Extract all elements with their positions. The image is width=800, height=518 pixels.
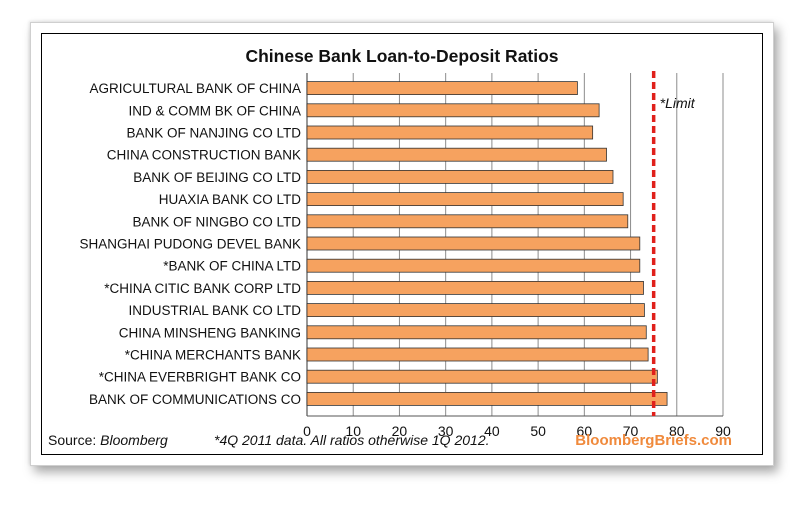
limit-reference: *Limit	[651, 71, 696, 416]
category-label: *CHINA MERCHANTS BANK	[125, 348, 301, 363]
x-tick-label: 10	[345, 423, 361, 439]
category-labels: AGRICULTURAL BANK OF CHINA IND & COMM BK …	[79, 81, 301, 407]
category-label: BANK OF NANJING CO LTD	[126, 126, 301, 141]
brand-logo-text: BloombergBriefs.com	[575, 432, 732, 449]
category-label: AGRICULTURAL BANK OF CHINA	[89, 81, 301, 96]
bar	[306, 258, 641, 273]
x-tick-label: 60	[577, 423, 593, 439]
bar	[306, 81, 578, 95]
bar	[306, 103, 600, 118]
bar	[306, 169, 614, 184]
x-tick-label: 20	[392, 423, 408, 439]
source-text: Source: Bloomberg	[48, 432, 168, 448]
category-label: *BANK OF CHINA LTD	[163, 259, 301, 274]
x-tick-label: 40	[484, 423, 500, 439]
limit-label: *Limit	[660, 95, 696, 111]
source-name: Bloomberg	[100, 432, 168, 448]
source-prefix: Source:	[48, 432, 100, 448]
chart-title: Chinese Bank Loan-to-Deposit Ratios	[245, 46, 558, 66]
bar	[306, 303, 645, 318]
category-label: IND & COMM BK OF CHINA	[128, 103, 301, 118]
footer: Source: Bloomberg *4Q 2011 data. All rat…	[48, 432, 732, 449]
bars	[306, 81, 668, 406]
x-tick-label: 0	[303, 423, 311, 439]
x-tick-labels: 0 10 20 30 40 50 60 70 80 90	[303, 423, 731, 439]
bar	[306, 369, 658, 384]
category-label: *CHINA CITIC BANK CORP LTD	[104, 281, 301, 296]
x-tick-label: 90	[715, 423, 731, 439]
bar	[306, 325, 647, 340]
x-tick-label: 80	[669, 423, 685, 439]
category-label: BANK OF NINGBO CO LTD	[132, 214, 301, 229]
category-label: CHINA MINSHENG BANKING	[119, 325, 301, 340]
x-tick-label: 30	[438, 423, 454, 439]
bar	[306, 347, 649, 362]
category-label: INDUSTRIAL BANK CO LTD	[128, 303, 301, 318]
bar	[306, 280, 644, 295]
category-label: BANK OF COMMUNICATIONS CO	[89, 392, 301, 407]
bar	[306, 125, 594, 140]
category-label: *CHINA EVERBRIGHT BANK CO	[99, 370, 301, 385]
bar	[306, 147, 607, 162]
chart-frame: Chinese Bank Loan-to-Deposit Ratios AGRI…	[30, 22, 774, 466]
x-tick-label: 50	[530, 423, 546, 439]
bar	[306, 214, 629, 229]
category-label: BANK OF BEIJING CO LTD	[133, 170, 301, 185]
bar	[306, 192, 624, 207]
bar	[306, 236, 641, 251]
category-label: HUAXIA BANK CO LTD	[159, 192, 302, 207]
footnote: *4Q 2011 data. All ratios otherwise 1Q 2…	[214, 432, 490, 448]
category-label: CHINA CONSTRUCTION BANK	[107, 148, 301, 163]
bar-chart: Chinese Bank Loan-to-Deposit Ratios AGRI…	[48, 46, 732, 449]
chart-panel: Chinese Bank Loan-to-Deposit Ratios AGRI…	[41, 33, 763, 455]
x-tick-label: 70	[623, 423, 639, 439]
category-label: SHANGHAI PUDONG DEVEL BANK	[79, 237, 301, 252]
bar	[306, 391, 668, 406]
